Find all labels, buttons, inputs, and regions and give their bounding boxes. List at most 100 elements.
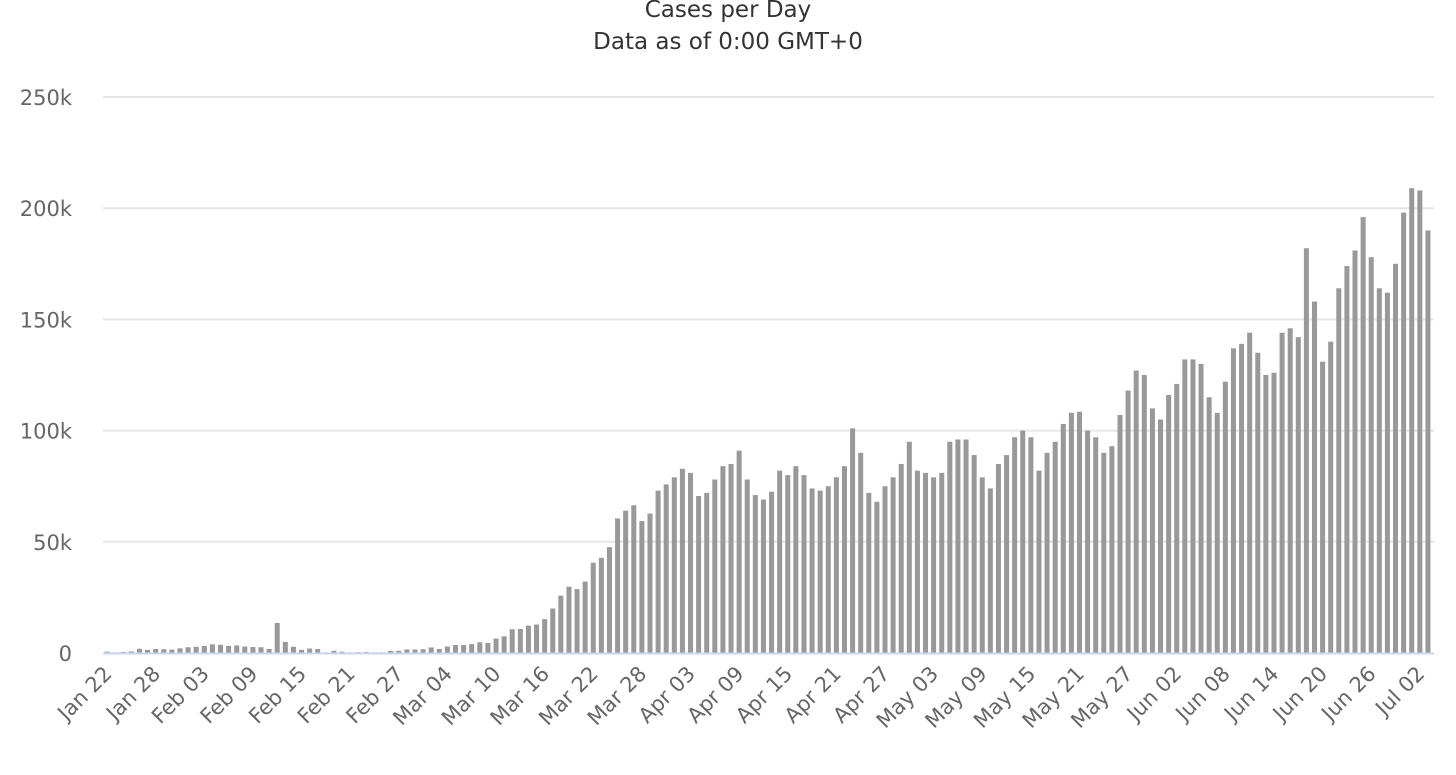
bar — [1020, 430, 1026, 653]
bar — [169, 649, 175, 653]
bar — [606, 547, 612, 653]
bar — [444, 646, 450, 653]
bar — [226, 645, 232, 653]
bar — [744, 479, 750, 653]
bar — [906, 441, 912, 653]
bar — [566, 586, 572, 653]
bar — [1263, 375, 1269, 653]
bar — [898, 463, 904, 653]
bar — [1206, 397, 1212, 653]
bar — [995, 463, 1001, 653]
bar — [1125, 390, 1131, 653]
bar — [1409, 188, 1415, 653]
bar — [890, 477, 896, 653]
bar — [1149, 408, 1155, 653]
bar — [1247, 332, 1253, 653]
bar — [120, 651, 126, 653]
bar — [453, 644, 459, 653]
bar — [1052, 441, 1058, 653]
bar — [914, 470, 920, 653]
bar — [534, 624, 540, 653]
bar — [501, 636, 507, 653]
bar — [639, 521, 645, 653]
bar — [282, 641, 288, 653]
bar — [987, 488, 993, 653]
bar — [428, 647, 434, 653]
bar — [331, 650, 337, 653]
bar — [979, 477, 985, 653]
x-tick-label: Jun 20 — [1267, 662, 1332, 727]
bar — [1368, 257, 1374, 653]
bar — [128, 651, 134, 653]
bar — [939, 472, 945, 653]
bar — [315, 649, 321, 653]
bar — [1182, 359, 1188, 653]
bar — [655, 490, 661, 653]
bar — [1401, 212, 1407, 653]
bar — [307, 648, 313, 653]
bar — [1093, 437, 1099, 653]
chart-subtitle: Data as of 0:00 GMT+0 — [593, 29, 863, 55]
bar — [623, 510, 629, 653]
bar — [1271, 372, 1277, 653]
bar — [290, 646, 296, 653]
bar — [850, 428, 856, 653]
bar — [712, 479, 718, 653]
bar — [1311, 301, 1317, 653]
bar — [582, 581, 588, 653]
bar — [1360, 217, 1366, 653]
bar — [517, 628, 523, 653]
bar — [185, 647, 191, 653]
chart-title: Cases per Day — [644, 0, 812, 23]
bar — [1303, 248, 1309, 654]
bar — [874, 501, 880, 653]
x-tick-label: Jan 22 — [52, 662, 117, 727]
bar — [1425, 230, 1431, 653]
bar — [1239, 343, 1245, 653]
bar — [631, 505, 637, 653]
bar — [209, 644, 215, 653]
bar — [574, 589, 580, 653]
x-tick-label: Jun 14 — [1218, 662, 1283, 727]
bar — [485, 642, 491, 653]
bar — [1344, 266, 1350, 653]
bar — [234, 645, 240, 653]
bar — [760, 499, 766, 653]
bar — [955, 439, 961, 653]
bar — [793, 466, 799, 653]
bar — [509, 629, 515, 653]
bar — [963, 439, 969, 653]
bar — [1101, 452, 1107, 653]
y-tick-label: 200k — [20, 197, 73, 221]
bar — [558, 595, 564, 653]
x-tick-label: Jun 08 — [1170, 662, 1235, 727]
bar — [1214, 412, 1220, 653]
y-tick-label: 150k — [20, 308, 73, 332]
bar — [923, 472, 929, 653]
bar — [1198, 363, 1204, 653]
bar — [736, 450, 742, 653]
bar — [1255, 352, 1261, 653]
bar — [1320, 361, 1326, 653]
bar — [266, 649, 272, 653]
x-tick-label: Jun 26 — [1316, 662, 1381, 727]
bar — [469, 644, 475, 653]
bar — [1141, 375, 1147, 653]
bar — [1287, 328, 1293, 653]
bar — [971, 455, 977, 653]
bar — [777, 470, 783, 653]
bar — [412, 649, 418, 653]
bar — [615, 518, 621, 653]
bar — [817, 490, 823, 653]
bar — [161, 649, 167, 653]
bar — [704, 492, 710, 653]
bar — [1279, 332, 1285, 653]
bar — [947, 441, 953, 653]
bar — [833, 477, 839, 653]
bar — [477, 642, 483, 653]
y-tick-label: 0 — [59, 642, 72, 666]
bar — [339, 651, 345, 653]
bar — [801, 475, 807, 653]
